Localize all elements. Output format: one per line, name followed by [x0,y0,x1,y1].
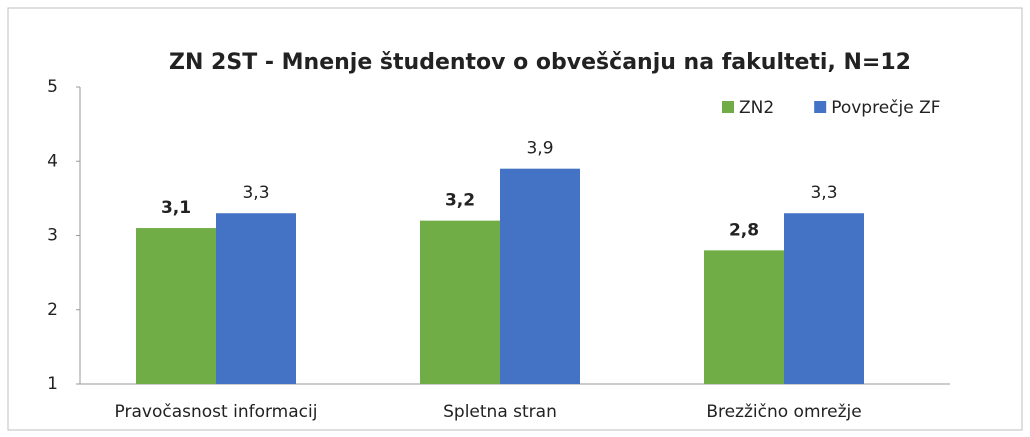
legend-label: ZN2 [739,98,774,118]
chart-title: ZN 2ST - Mnenje študentov o obveščanju n… [169,50,911,75]
bar [500,168,580,384]
y-tick-label: 5 [47,77,58,97]
data-label: 3,3 [242,183,269,203]
bar [420,220,500,384]
bar [216,213,296,384]
x-tick-label: Spletna stran [443,402,557,422]
data-label: 3,2 [445,191,475,211]
data-label: 2,8 [729,220,759,240]
x-tick-label: Pravočasnost informacij [115,402,318,422]
legend-swatch [814,101,827,113]
y-tick-label: 4 [47,151,58,171]
y-tick-label: 2 [47,300,58,320]
legend-swatch [722,101,734,113]
data-label: 3,9 [526,139,553,159]
bar [784,213,864,384]
data-label: 3,3 [810,183,837,203]
y-tick-label: 3 [47,226,58,246]
data-label: 3,1 [161,198,191,218]
x-tick-label: Brezžično omrežje [706,402,861,422]
bar [136,228,216,384]
y-tick-label: 1 [47,374,58,394]
legend-label: Povprečje ZF [831,98,940,118]
bar [704,250,784,384]
